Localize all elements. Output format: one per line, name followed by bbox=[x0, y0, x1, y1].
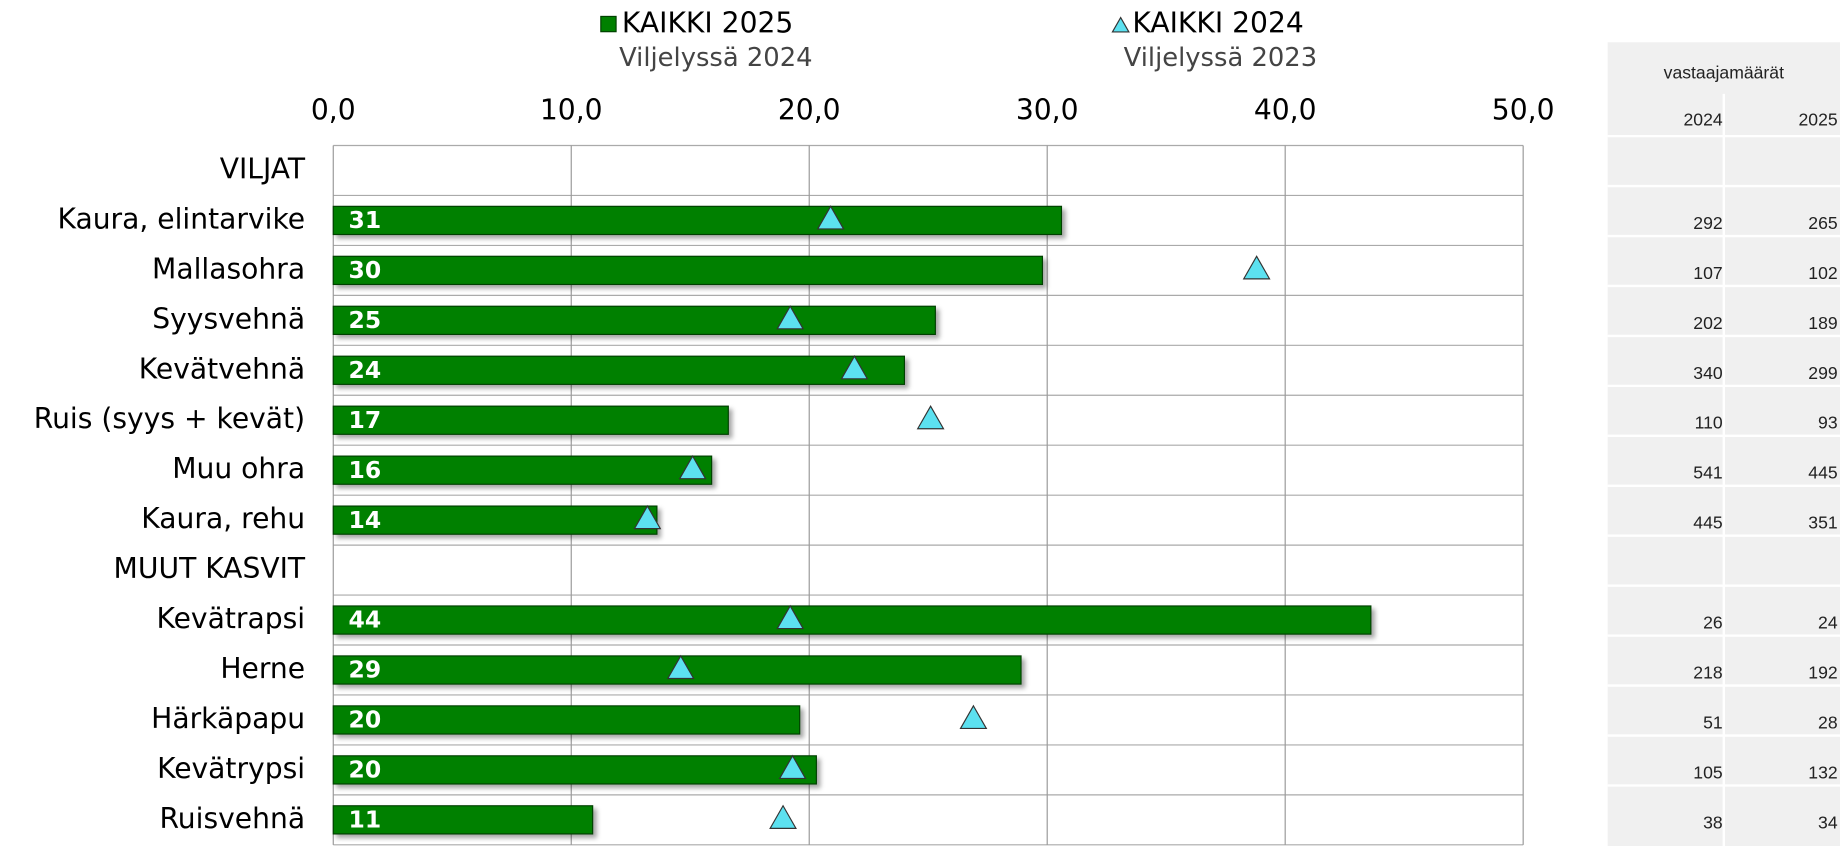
table-cell: 265 bbox=[1808, 213, 1838, 233]
value-label: 24 bbox=[349, 356, 382, 384]
value-label: 25 bbox=[349, 306, 382, 334]
table-cell: 34 bbox=[1818, 812, 1838, 832]
x-tick-label: 10,0 bbox=[540, 93, 603, 126]
value-label: 30 bbox=[349, 256, 382, 284]
x-tick-label: 30,0 bbox=[1016, 93, 1079, 126]
triangle-marker bbox=[776, 305, 805, 330]
table-cell: 292 bbox=[1693, 213, 1722, 233]
bar bbox=[332, 405, 729, 435]
value-label: 16 bbox=[349, 456, 382, 484]
category-label: Kaura, elintarvike bbox=[57, 202, 305, 235]
legend-label: KAIKKI 2024 bbox=[1132, 7, 1303, 40]
bar bbox=[332, 355, 906, 385]
table-cell: 192 bbox=[1808, 663, 1837, 683]
table-cell: 132 bbox=[1808, 762, 1837, 782]
table-cell: 24 bbox=[1818, 613, 1838, 633]
triangle-marker bbox=[816, 205, 845, 230]
table-header: 2024 bbox=[1684, 110, 1723, 130]
table-cell: 340 bbox=[1693, 363, 1723, 383]
value-label: 20 bbox=[349, 756, 382, 784]
triangle-marker bbox=[1242, 255, 1271, 280]
triangle-marker bbox=[916, 404, 945, 430]
triangle-marker bbox=[678, 454, 707, 480]
table-cell: 202 bbox=[1693, 313, 1722, 333]
triangle-marker bbox=[666, 654, 695, 680]
bar bbox=[332, 605, 1372, 635]
category-label: Herne bbox=[220, 652, 305, 685]
triangle-marker bbox=[959, 704, 988, 730]
bar bbox=[332, 505, 658, 535]
category-label: Kevätvehnä bbox=[139, 352, 305, 385]
category-label: MUUT KASVIT bbox=[114, 552, 306, 585]
bar bbox=[332, 205, 1063, 236]
table-cell: 299 bbox=[1808, 363, 1837, 383]
value-label: 31 bbox=[349, 206, 382, 234]
table-cell: 110 bbox=[1695, 413, 1723, 433]
legend-subtitle: Viljelyssä 2023 bbox=[1124, 43, 1317, 73]
triangle-marker bbox=[769, 804, 797, 829]
table-cell: 445 bbox=[1808, 463, 1838, 483]
legend-swatch bbox=[600, 15, 617, 33]
table-cell: 541 bbox=[1693, 463, 1722, 483]
table-cell: 445 bbox=[1693, 513, 1723, 533]
value-label: 14 bbox=[349, 506, 382, 534]
table-cell: 51 bbox=[1703, 712, 1723, 732]
table-cell: 189 bbox=[1808, 313, 1837, 333]
table-cell: 102 bbox=[1808, 263, 1837, 283]
table-cell: 218 bbox=[1693, 663, 1723, 683]
bar bbox=[332, 455, 713, 485]
x-tick-label: 20,0 bbox=[778, 93, 841, 126]
bar bbox=[332, 255, 1044, 286]
bar bbox=[332, 755, 817, 785]
value-label: 17 bbox=[349, 406, 382, 434]
x-tick-label: 40,0 bbox=[1254, 93, 1317, 126]
table-cell: 38 bbox=[1703, 812, 1723, 832]
table-cell: 26 bbox=[1703, 613, 1723, 633]
table-cell: 28 bbox=[1818, 712, 1838, 732]
category-label: Ruisvehnä bbox=[160, 802, 306, 835]
category-label: Mallasohra bbox=[152, 252, 305, 285]
category-label: Kevätrapsi bbox=[157, 602, 306, 635]
category-label: Kevätrypsi bbox=[157, 752, 305, 785]
category-label: VILJAT bbox=[220, 152, 306, 185]
table-cell: 351 bbox=[1808, 513, 1837, 533]
bar bbox=[332, 705, 801, 735]
table-cell: 107 bbox=[1693, 263, 1722, 283]
value-label: 11 bbox=[349, 806, 382, 834]
category-label: Kaura, rehu bbox=[141, 502, 305, 535]
x-tick-label: 50,0 bbox=[1492, 93, 1555, 126]
value-label: 44 bbox=[349, 606, 382, 634]
triangle-marker bbox=[776, 604, 805, 630]
triangle-marker bbox=[633, 504, 662, 530]
legend-label: KAIKKI 2025 bbox=[622, 7, 793, 40]
legend-subtitle: Viljelyssä 2024 bbox=[619, 43, 812, 73]
category-label: Syysvehnä bbox=[152, 302, 305, 335]
triangle-marker bbox=[840, 355, 869, 380]
legend-swatch bbox=[1111, 16, 1130, 33]
table-title: vastaajamäärät bbox=[1664, 63, 1784, 83]
value-label: 20 bbox=[349, 706, 382, 734]
value-label: 29 bbox=[349, 656, 382, 684]
triangle-marker bbox=[778, 754, 807, 779]
table-cell: 105 bbox=[1693, 762, 1723, 782]
bar bbox=[332, 305, 936, 335]
table-header: 2025 bbox=[1799, 110, 1838, 130]
table-cell: 93 bbox=[1818, 413, 1838, 433]
category-label: Ruis (syys + kevät) bbox=[34, 402, 305, 435]
bar bbox=[332, 805, 594, 835]
x-tick-label: 0,0 bbox=[311, 93, 356, 126]
category-label: Muu ohra bbox=[172, 452, 305, 485]
category-label: Härkäpapu bbox=[151, 702, 305, 735]
